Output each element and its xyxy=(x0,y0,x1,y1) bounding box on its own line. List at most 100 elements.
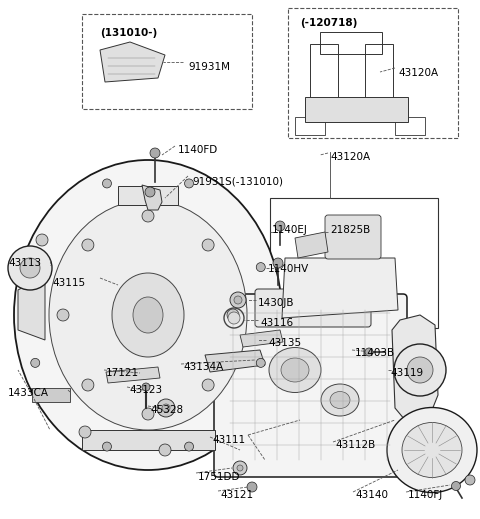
Bar xyxy=(320,32,382,54)
Circle shape xyxy=(145,187,155,197)
Circle shape xyxy=(452,482,460,490)
Polygon shape xyxy=(282,258,398,318)
Circle shape xyxy=(407,357,433,383)
Polygon shape xyxy=(205,350,265,372)
Polygon shape xyxy=(100,42,165,82)
Ellipse shape xyxy=(387,407,477,493)
Text: 1140EJ: 1140EJ xyxy=(272,225,308,235)
Ellipse shape xyxy=(321,384,359,416)
Circle shape xyxy=(162,404,170,412)
Text: 43134A: 43134A xyxy=(183,362,223,372)
Text: 43113: 43113 xyxy=(8,258,41,268)
Text: 43123: 43123 xyxy=(129,385,162,395)
Bar xyxy=(395,117,425,135)
Text: 43120A: 43120A xyxy=(398,68,438,78)
Polygon shape xyxy=(82,430,215,450)
Text: 1140FD: 1140FD xyxy=(178,145,218,155)
FancyBboxPatch shape xyxy=(255,289,371,327)
Circle shape xyxy=(102,179,111,188)
Text: 1433CA: 1433CA xyxy=(8,388,49,398)
Text: 1751DD: 1751DD xyxy=(198,472,240,482)
Text: 21825B: 21825B xyxy=(330,225,370,235)
Circle shape xyxy=(150,148,160,158)
Text: 43115: 43115 xyxy=(52,278,85,288)
Text: 43119: 43119 xyxy=(390,368,423,378)
Circle shape xyxy=(157,399,175,417)
Polygon shape xyxy=(295,232,328,258)
Text: 11403B: 11403B xyxy=(355,348,395,358)
Polygon shape xyxy=(142,185,162,210)
Circle shape xyxy=(237,465,243,471)
Polygon shape xyxy=(392,315,438,420)
Circle shape xyxy=(234,296,242,304)
Circle shape xyxy=(82,239,94,251)
Bar xyxy=(310,44,338,109)
Ellipse shape xyxy=(133,297,163,333)
Text: 1140HV: 1140HV xyxy=(268,264,309,274)
Bar xyxy=(270,198,438,328)
Polygon shape xyxy=(118,186,178,205)
Circle shape xyxy=(142,408,154,420)
Text: 91931M: 91931M xyxy=(188,62,230,72)
Circle shape xyxy=(184,442,193,451)
Text: 43112B: 43112B xyxy=(335,440,375,450)
Ellipse shape xyxy=(402,422,462,477)
Circle shape xyxy=(230,292,246,308)
Text: (131010-): (131010-) xyxy=(100,28,157,38)
Circle shape xyxy=(256,263,265,271)
Text: 1430JB: 1430JB xyxy=(258,298,295,308)
Text: 43135: 43135 xyxy=(268,338,301,348)
Circle shape xyxy=(228,312,240,324)
Circle shape xyxy=(256,359,265,367)
Text: 43120A: 43120A xyxy=(330,152,370,162)
Circle shape xyxy=(31,263,40,271)
Polygon shape xyxy=(106,367,160,383)
Circle shape xyxy=(102,442,111,451)
Text: 43140: 43140 xyxy=(355,490,388,500)
Circle shape xyxy=(159,444,171,456)
Circle shape xyxy=(394,344,446,396)
Bar xyxy=(82,14,252,109)
Ellipse shape xyxy=(330,391,350,408)
Ellipse shape xyxy=(269,348,321,392)
Circle shape xyxy=(142,210,154,222)
Circle shape xyxy=(36,234,48,246)
Polygon shape xyxy=(240,330,283,347)
Text: 45328: 45328 xyxy=(150,405,183,415)
Circle shape xyxy=(465,475,475,485)
Polygon shape xyxy=(18,275,45,340)
Circle shape xyxy=(57,309,69,321)
Circle shape xyxy=(184,179,193,188)
Bar xyxy=(32,388,70,402)
Bar xyxy=(295,117,325,135)
Text: 43121: 43121 xyxy=(220,490,253,500)
Ellipse shape xyxy=(112,273,184,357)
Circle shape xyxy=(79,426,91,438)
FancyBboxPatch shape xyxy=(214,294,407,477)
Circle shape xyxy=(20,258,40,278)
Bar xyxy=(288,8,458,138)
Circle shape xyxy=(31,359,40,367)
Ellipse shape xyxy=(281,358,309,382)
Circle shape xyxy=(36,389,48,401)
Ellipse shape xyxy=(49,200,247,430)
Circle shape xyxy=(365,348,373,356)
Text: 91931S(-131010): 91931S(-131010) xyxy=(192,176,283,186)
Text: 43111: 43111 xyxy=(212,435,245,445)
Text: 1140FJ: 1140FJ xyxy=(408,490,443,500)
Polygon shape xyxy=(305,97,408,122)
Circle shape xyxy=(82,379,94,391)
Text: 43116: 43116 xyxy=(260,318,293,328)
Text: (-120718): (-120718) xyxy=(300,18,358,28)
Circle shape xyxy=(233,461,247,475)
Ellipse shape xyxy=(14,160,282,470)
Circle shape xyxy=(202,239,214,251)
Text: 17121: 17121 xyxy=(106,368,139,378)
Circle shape xyxy=(275,221,285,231)
Circle shape xyxy=(8,246,52,290)
Circle shape xyxy=(247,482,257,492)
Bar xyxy=(365,44,393,109)
FancyBboxPatch shape xyxy=(325,215,381,259)
Circle shape xyxy=(273,258,283,268)
Circle shape xyxy=(227,309,239,321)
